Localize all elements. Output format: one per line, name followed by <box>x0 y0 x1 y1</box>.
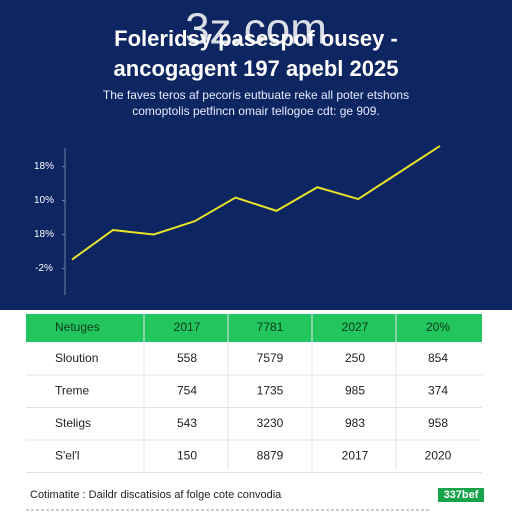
table-cell: 558 <box>177 351 197 365</box>
y-tick-label: 18% <box>34 229 54 240</box>
footer-note: Cotimatite : Daildr discatisios af folge… <box>30 489 282 501</box>
table-cell: 983 <box>345 416 365 430</box>
table-header-cell: 7781 <box>257 320 284 334</box>
title-line: Foleridsy pasespof ousey - <box>114 26 398 51</box>
table-header-cell: 2017 <box>174 320 201 334</box>
table-cell: 150 <box>177 449 197 463</box>
table-header-cell: 20% <box>426 320 450 334</box>
badge-bg <box>438 488 484 502</box>
table-cell: 985 <box>345 384 365 398</box>
table-cell: 250 <box>345 351 365 365</box>
table-cell: 854 <box>428 351 448 365</box>
table-cell: 8879 <box>257 449 284 463</box>
table-cell: S'el'l <box>55 449 80 463</box>
y-tick-label: -2% <box>35 263 53 274</box>
table-cell: 2017 <box>342 449 369 463</box>
badge: 337bef <box>444 489 479 501</box>
table-cell: 7579 <box>257 351 284 365</box>
table-header-cell: 2027 <box>342 320 369 334</box>
table-cell: Treme <box>55 384 90 398</box>
table-cell: Sloution <box>55 351 98 365</box>
subtitle-line: comoptolis petfincn omair tellogoe cdt: … <box>132 104 379 118</box>
table-header-cell: Netuges <box>55 320 100 334</box>
subtitle-line: The faves teros af pecoris eutbuate reke… <box>103 88 409 102</box>
table-cell: 958 <box>428 416 448 430</box>
title-line: ancogagent 197 apebl 2025 <box>114 56 399 81</box>
table-cell: Steligs <box>55 416 91 430</box>
table-cell: 1735 <box>257 384 284 398</box>
table-cell: 543 <box>177 416 197 430</box>
table-header-bg <box>26 314 482 342</box>
watermark: 3z.com <box>185 5 327 54</box>
table-cell: 754 <box>177 384 197 398</box>
table-cell: 374 <box>428 384 448 398</box>
table-cell: 2020 <box>425 449 452 463</box>
data-line <box>71 145 441 261</box>
y-tick-label: 10% <box>34 195 54 206</box>
y-tick-label: 18% <box>34 161 54 172</box>
table-cell: 3230 <box>257 416 284 430</box>
